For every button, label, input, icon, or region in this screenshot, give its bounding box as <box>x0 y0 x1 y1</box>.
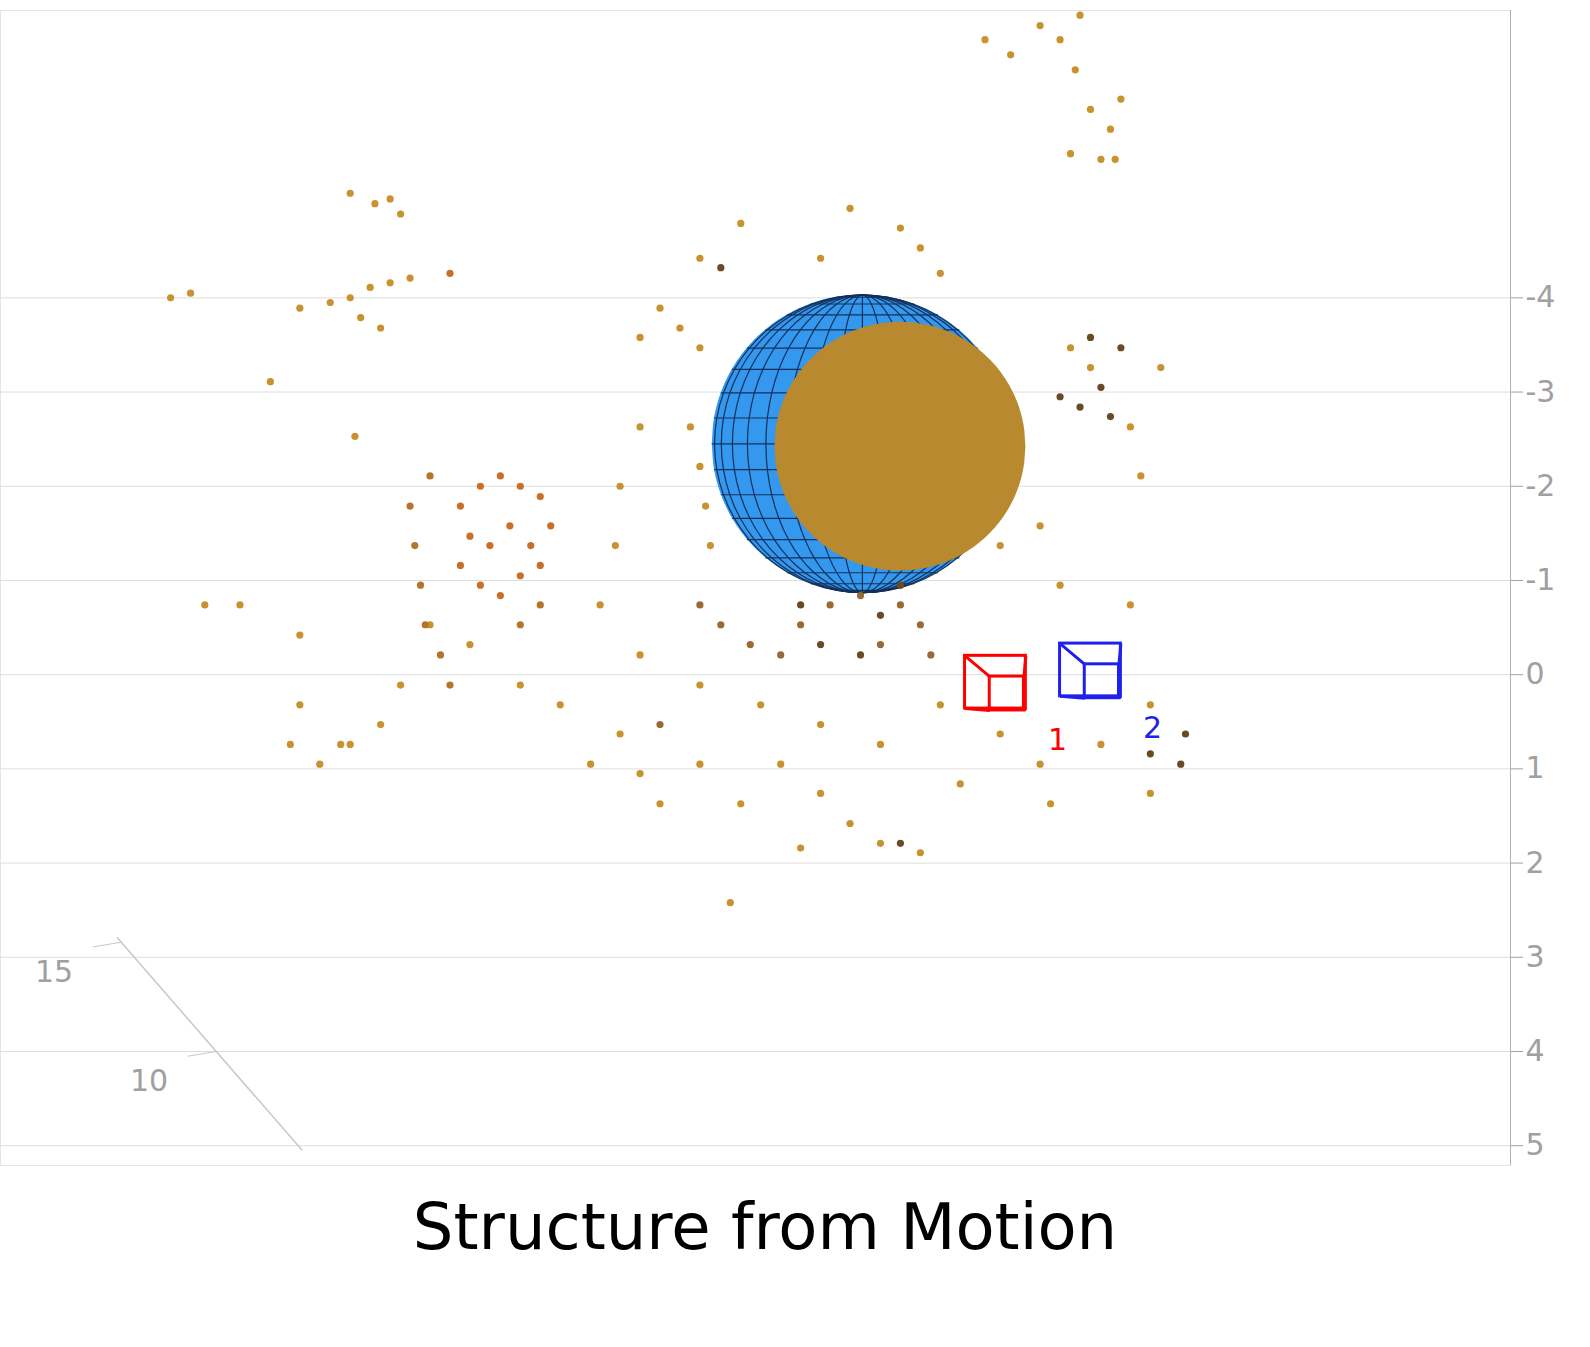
svg-text:-2: -2 <box>1526 468 1556 503</box>
svg-text:-1: -1 <box>1526 562 1556 597</box>
svg-text:0: 0 <box>1526 656 1545 691</box>
svg-text:10: 10 <box>130 1063 168 1098</box>
svg-text:-3: -3 <box>1526 374 1556 409</box>
svg-text:2: 2 <box>1526 845 1545 880</box>
svg-text:1: 1 <box>1048 722 1067 757</box>
svg-text:4: 4 <box>1526 1033 1545 1068</box>
svg-text:3: 3 <box>1526 939 1545 974</box>
svg-text:5: 5 <box>1526 1127 1545 1162</box>
svg-text:15: 15 <box>35 954 73 989</box>
html-text:Structure from Motion: Structure from Motion <box>412 1190 1118 1264</box>
svg-text:1: 1 <box>1526 750 1545 785</box>
svg-text:2: 2 <box>1143 710 1162 745</box>
svg-text:-4: -4 <box>1526 279 1556 314</box>
